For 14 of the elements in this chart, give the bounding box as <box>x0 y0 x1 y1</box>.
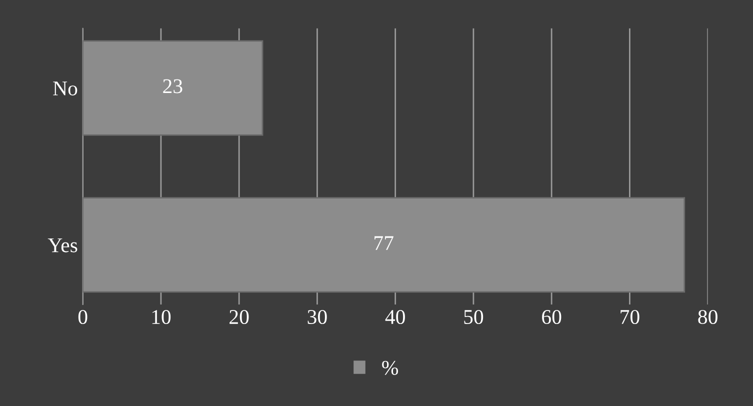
legend-label: % <box>382 360 398 375</box>
x-tick-label: 40 <box>385 310 405 324</box>
y-tick-label: Yes <box>48 238 78 252</box>
x-tick-label: 80 <box>698 310 718 324</box>
x-tick-label: 60 <box>542 310 562 324</box>
x-tick-label: 20 <box>230 310 249 324</box>
x-tick-label: 30 <box>308 310 327 324</box>
x-tick-label: 70 <box>620 310 640 324</box>
x-tick-label: 0 <box>78 310 88 324</box>
x-tick-label: 50 <box>464 310 484 324</box>
data-label: 23 <box>163 79 182 94</box>
y-tick-label: No <box>53 82 78 96</box>
data-label: 77 <box>374 236 394 250</box>
x-tick-label: 10 <box>152 310 171 324</box>
